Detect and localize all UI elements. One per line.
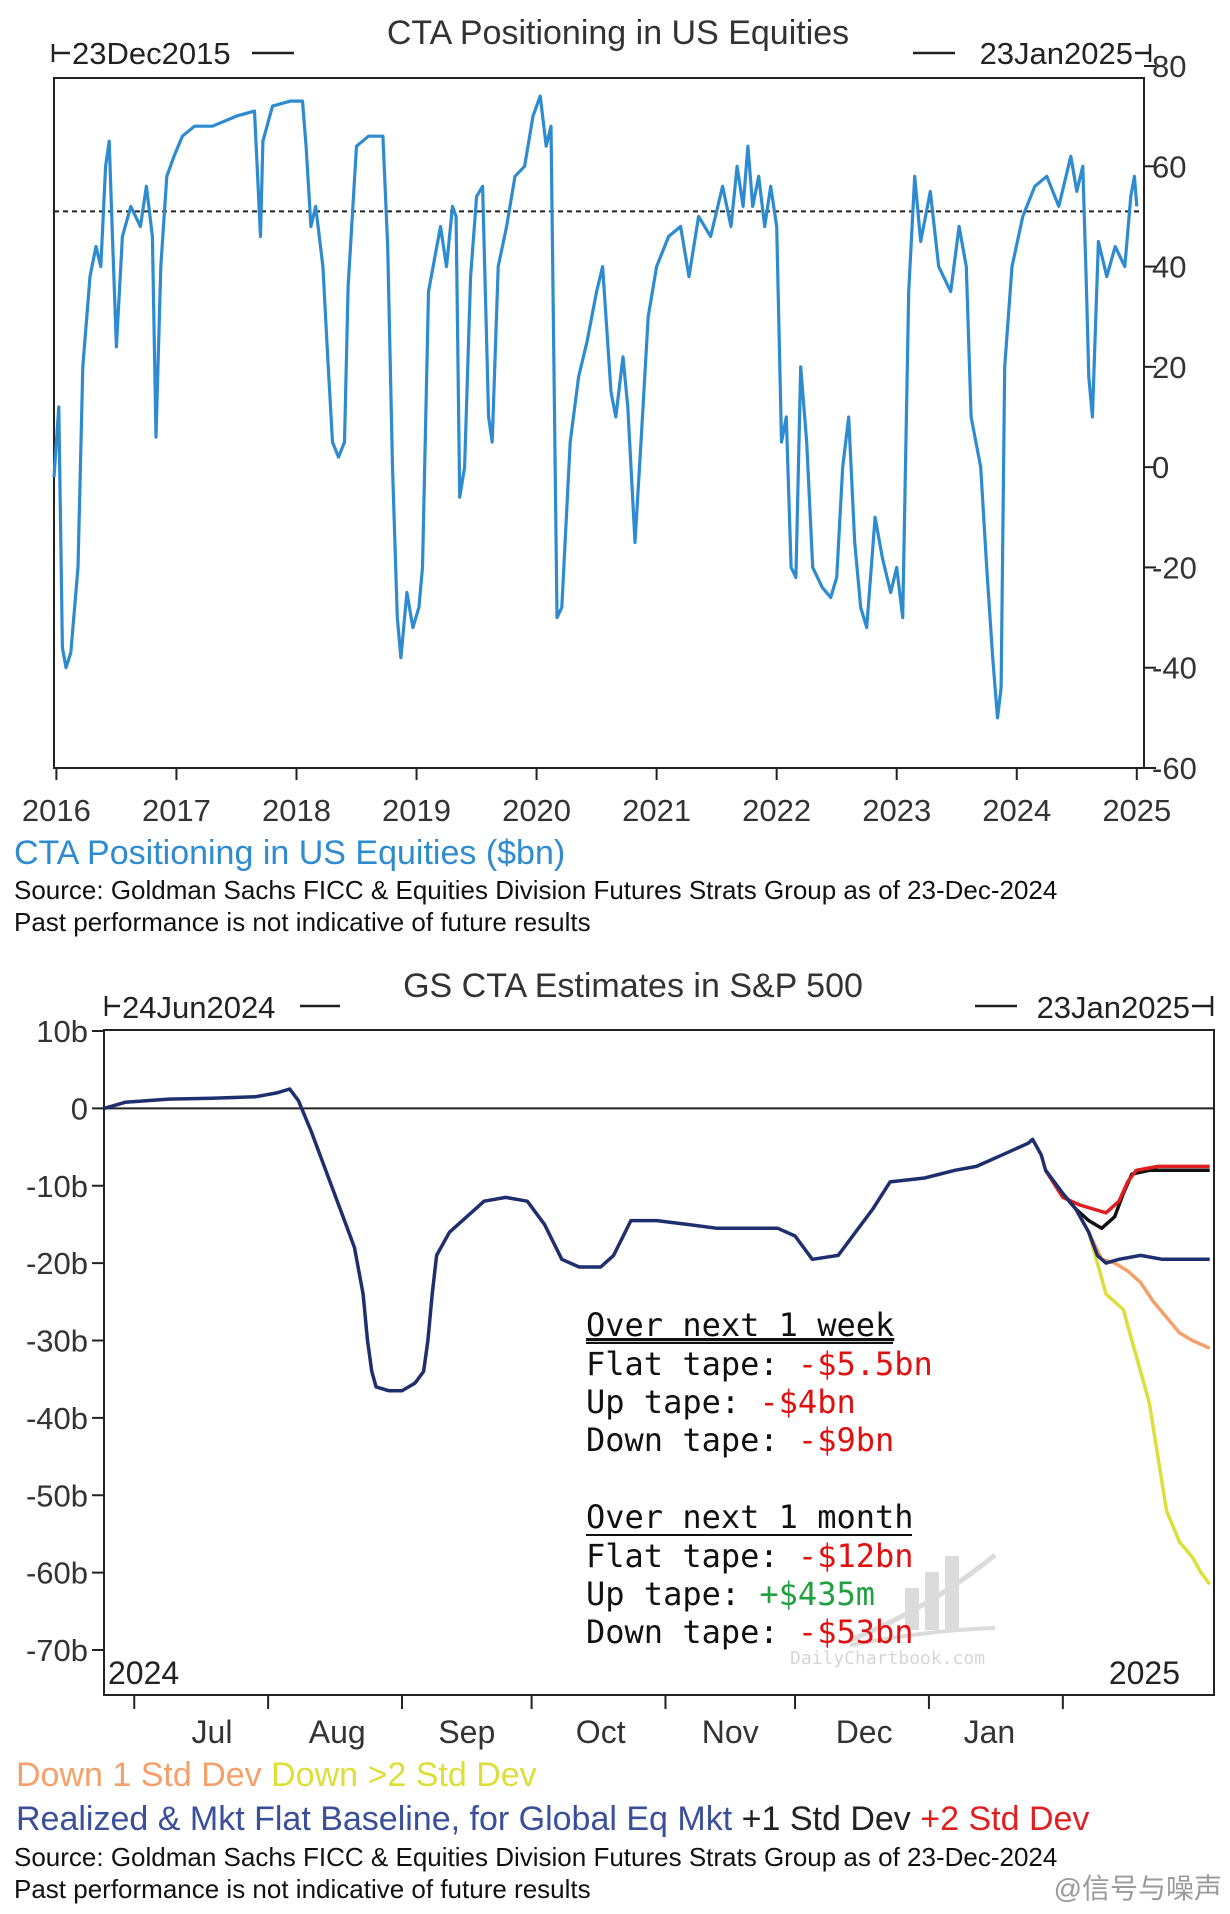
panel2-ytick-label: -40b xyxy=(26,1401,88,1436)
watermark: DailyChartbook.com xyxy=(790,1553,997,1669)
panel1-xtick-label: 2021 xyxy=(622,793,691,828)
annotation-month-flat-value: -$12bn xyxy=(798,1537,914,1575)
panel1-xtick-label: 2016 xyxy=(22,793,91,828)
panel2-date-start: 24Jun2024 xyxy=(122,990,275,1025)
annotation-month-up-value: +$435m xyxy=(759,1575,875,1613)
panel1-xtick-label: 2022 xyxy=(742,793,811,828)
annotation-month-flat-label: Flat tape: xyxy=(586,1537,798,1575)
panel2-ytick-label: -60b xyxy=(26,1556,88,1591)
annotation-month-up: Up tape: +$435m xyxy=(586,1575,875,1613)
panel1-ytick-label: 0 xyxy=(1152,450,1169,485)
annotation-week-header: Over next 1 week xyxy=(586,1306,894,1344)
annotation-month-flat: Flat tape: -$12bn xyxy=(586,1537,914,1575)
panel2-legend-row1: Down 1 Std Dev Down >2 Std Dev xyxy=(16,1756,537,1794)
panel2-ytick-label: 0 xyxy=(71,1091,88,1126)
panel2-xtick-label: Nov xyxy=(702,1714,759,1750)
panel1-ytick-label: 80 xyxy=(1152,49,1186,84)
panel1-xtick-label: 2017 xyxy=(142,793,211,828)
panel2-ytick-label: -30b xyxy=(26,1324,88,1359)
legend-plus-2-std-dev: +2 Std Dev xyxy=(920,1800,1089,1838)
panel1-ytick-label: 60 xyxy=(1152,149,1186,184)
panel2-year-left: 2024 xyxy=(108,1655,179,1691)
annotation-week-up-value: -$4bn xyxy=(759,1383,855,1421)
down-2-std-dev-line xyxy=(1044,1169,1212,1586)
panel1-date-end: 23Jan2025 xyxy=(980,36,1133,71)
panel1: CTA Positioning in US Equities 23Dec2015… xyxy=(14,14,1197,937)
panel1-y-axis: 80 60 40 20 0 -20 -40 -60 xyxy=(1144,49,1197,786)
panel2-series xyxy=(103,1087,1212,1586)
panel2-disclaimer: Past performance is not indicative of fu… xyxy=(14,1874,591,1904)
annotation-month-up-label: Up tape: xyxy=(586,1575,759,1613)
annotation-week-down: Down tape: -$9bn xyxy=(586,1421,894,1459)
panel2-plot: 10b 0 -10b -20b -30b -40b -50b -60b -70b Jul Aug S… xyxy=(26,1014,1215,1750)
annotation-week-down-value: -$9bn xyxy=(798,1421,894,1459)
panel1-source: Source: Goldman Sachs FICC & Equities Di… xyxy=(14,875,1057,905)
panel2-date-end-marker xyxy=(975,996,1214,1016)
annotation-month-down-label: Down tape: xyxy=(586,1613,798,1651)
legend-down-1-std-dev: Down 1 Std Dev xyxy=(16,1756,262,1794)
panel1-date-start: 23Dec2015 xyxy=(72,36,231,71)
panel1-ytick-label: -60 xyxy=(1152,751,1197,786)
panel1-xtick-label: 2023 xyxy=(862,793,931,828)
panel1-ytick-label: 40 xyxy=(1152,250,1186,285)
panel2-ytick-label: -10b xyxy=(26,1169,88,1204)
annotation-week-flat-label: Flat tape: xyxy=(586,1345,798,1383)
panel1-plot-frame xyxy=(53,77,1145,769)
panel2-xtick-label: Jul xyxy=(192,1714,233,1750)
panel2-plot-frame xyxy=(103,1029,1215,1696)
annotation-month-down: Down tape: -$53bn xyxy=(586,1613,914,1651)
panel2-xtick-label: Dec xyxy=(836,1714,893,1750)
panel2-ytick-label: -70b xyxy=(26,1633,88,1668)
panel1-xtick-label: 2020 xyxy=(502,793,571,828)
annotation-box: Over next 1 week Flat tape: -$5.5bn Up t… xyxy=(586,1306,933,1651)
panel1-ytick-label: -40 xyxy=(1152,651,1197,686)
panel2-legend-row2: Realized & Mkt Flat Baseline, for Global… xyxy=(16,1800,1089,1838)
legend-plus-1-std-dev: +1 Std Dev xyxy=(742,1800,911,1838)
legend-down-2-std-dev: Down >2 Std Dev xyxy=(271,1756,537,1794)
panel2-xtick-label: Sep xyxy=(438,1714,495,1750)
panel2-title: GS CTA Estimates in S&P 500 xyxy=(403,967,863,1005)
panel1-legend: CTA Positioning in US Equities ($bn) xyxy=(14,834,565,872)
panel2-ytick-label: -50b xyxy=(26,1478,88,1513)
annotation-week-flat: Flat tape: -$5.5bn xyxy=(586,1345,933,1383)
panel2-date-end: 23Jan2025 xyxy=(1037,990,1190,1025)
panel2-ytick-label: 10b xyxy=(36,1014,88,1049)
annotation-week-flat-value: -$5.5bn xyxy=(798,1345,933,1383)
panel1-xtick-label: 2019 xyxy=(382,793,451,828)
panel2-date-start-marker xyxy=(104,996,340,1016)
panel2-year-right: 2025 xyxy=(1109,1655,1180,1691)
watermark-logo-icon xyxy=(849,1553,997,1647)
panel2-ytick-label: -20b xyxy=(26,1246,88,1281)
panel2-xtick-label: Oct xyxy=(576,1714,626,1750)
annotation-week-up: Up tape: -$4bn xyxy=(586,1383,856,1421)
panel1-x-axis: 2016 2017 2018 2019 2020 2021 2022 2023 2024 2025 xyxy=(22,768,1171,828)
baseline-line xyxy=(103,1087,1210,1393)
panel2: GS CTA Estimates in S&P 500 24Jun2024 23… xyxy=(14,967,1222,1904)
annotation-month-header: Over next 1 month xyxy=(586,1498,914,1536)
panel1-date-start-marker xyxy=(51,44,294,62)
panel1-ytick-label: 20 xyxy=(1152,350,1186,385)
panel1-xtick-label: 2018 xyxy=(262,793,331,828)
legend-baseline: Realized & Mkt Flat Baseline, for Global… xyxy=(16,1800,733,1838)
panel1-xtick-label: 2024 xyxy=(982,793,1051,828)
panel1-xtick-label: 2025 xyxy=(1102,793,1171,828)
panel2-xtick-label: Aug xyxy=(309,1714,366,1750)
plus-2-std-dev-line xyxy=(1044,1164,1210,1215)
watermark-text: DailyChartbook.com xyxy=(790,1648,985,1669)
credit: @信号与噪声 xyxy=(1054,1873,1222,1904)
annotation-month-down-value: -$53bn xyxy=(798,1613,914,1651)
panel1-title: CTA Positioning in US Equities xyxy=(387,14,849,52)
panel2-y-axis: 10b 0 -10b -20b -30b -40b -50b -60b -70b xyxy=(26,1014,104,1668)
panel2-xtick-label: Jan xyxy=(964,1714,1016,1750)
panel1-disclaimer: Past performance is not indicative of fu… xyxy=(14,907,591,937)
panel2-x-axis: Jul Aug Sep Oct Nov Dec Jan xyxy=(133,1695,1064,1750)
panel2-source: Source: Goldman Sachs FICC & Equities Di… xyxy=(14,1842,1057,1872)
panel1-ytick-label: -20 xyxy=(1152,550,1197,585)
cta-positioning-line xyxy=(52,94,1139,720)
annotation-week-down-label: Down tape: xyxy=(586,1421,798,1459)
annotation-week-up-label: Up tape: xyxy=(586,1383,759,1421)
panel1-date-end-marker xyxy=(913,44,1152,62)
